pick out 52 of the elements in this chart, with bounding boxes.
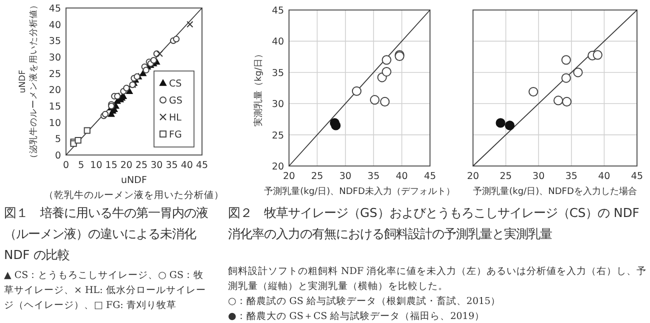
y-tick-label: 15 (48, 102, 61, 112)
y-tick-label: 35 (272, 68, 284, 79)
x-tick-label: 25 (500, 171, 512, 182)
y-tick-label: 5 (54, 134, 61, 146)
y-tick-label: 35 (48, 36, 61, 48)
x-tick-label: 35 (166, 160, 178, 171)
x-tick-label: 45 (424, 171, 436, 182)
legend-label: HL (169, 112, 182, 124)
y-tick-label: 25 (272, 130, 284, 142)
x-axis-title: 予測乳量(kg/日)、NDFD未入力（デフォルト） (264, 186, 455, 197)
x-tick-label: 0 (62, 160, 70, 171)
text: 図２ 牧草サイレージ（GS）およびとうもろこしサイレージ（CS）の NDF 消化率の入力の有無における飼料設計の予測乳量と実測乳量 (228, 205, 640, 243)
x-tick-label: 35 (368, 171, 380, 182)
y-tick-label: 25 (48, 68, 61, 80)
x-tick-label: 40 (396, 171, 408, 182)
x-tick-label: 40 (598, 171, 610, 182)
legend-label: CS (169, 78, 182, 90)
y-tick-label: 45 (48, 4, 61, 14)
text: ●：酪農大の GS＋CS 給与試験データ（福田ら、2019） (228, 310, 486, 323)
x-tick-label: 20 (120, 160, 132, 171)
x-tick-label: 45 (196, 160, 208, 171)
text: 図１ 培養に用いる牛の第一胃内の液（ルーメン液）の違いによる未消化 NDF の比較 (4, 205, 209, 264)
y-tick-label: 0 (54, 150, 61, 162)
x-axis-title: uNDF （乾乳牛のルーメン液を用いた分析値） (44, 175, 224, 201)
x-tick-label: 25 (311, 171, 324, 182)
x-tick-label: 30 (532, 171, 545, 182)
legend-label: GS (169, 96, 182, 106)
x-tick-label: 10 (90, 160, 102, 171)
text: 飼料設計ソフトの粗飼料 NDF 消化率に値を未入力（左）あるいは分析値を入力（右）し、予測乳量（縦軸）と実測乳量（横軸）を比較した。 (228, 265, 648, 294)
x-tick-label: 25 (136, 160, 148, 171)
x-tick-label: 20 (466, 171, 480, 182)
x-tick-label: 30 (339, 171, 352, 182)
y-tick-label: 10 (48, 118, 61, 129)
y-tick-label: 30 (272, 99, 284, 110)
legend-label: FG (169, 130, 182, 140)
y-tick-label: 20 (48, 85, 61, 96)
y-axis-title: uNDF （泌乳牛のルーメン液を用いた分析値） (18, 0, 39, 162)
x-tick-label: 45 (630, 171, 644, 182)
text: ▲ CS：とうもろこしサイレージ、○ GS：牧草サイレージ、× HL: 低水分ロールサイレージ（ヘイレージ）、□ FG: 青刈り牧草 (4, 269, 207, 313)
y-tick-label: 45 (272, 6, 284, 16)
x-tick-label: 20 (282, 171, 296, 182)
y-tick-label: 30 (48, 52, 61, 64)
x-tick-label: 30 (150, 160, 163, 171)
x-axis-title: 予測乳量(kg/日)、NDFDを入力した場合 (473, 186, 637, 197)
y-tick-label: 40 (48, 20, 61, 31)
x-tick-label: 40 (180, 160, 193, 171)
x-tick-label: 5 (78, 160, 84, 171)
y-axis-title: 実測乳量（kg/日） (253, 50, 264, 126)
x-tick-label: 35 (565, 171, 578, 182)
x-tick-label: 15 (105, 160, 118, 171)
y-tick-label: 40 (272, 36, 284, 48)
text: ○：酪農試の GS 給与試験データ（根釧農試・畜試、2015） (228, 295, 502, 309)
